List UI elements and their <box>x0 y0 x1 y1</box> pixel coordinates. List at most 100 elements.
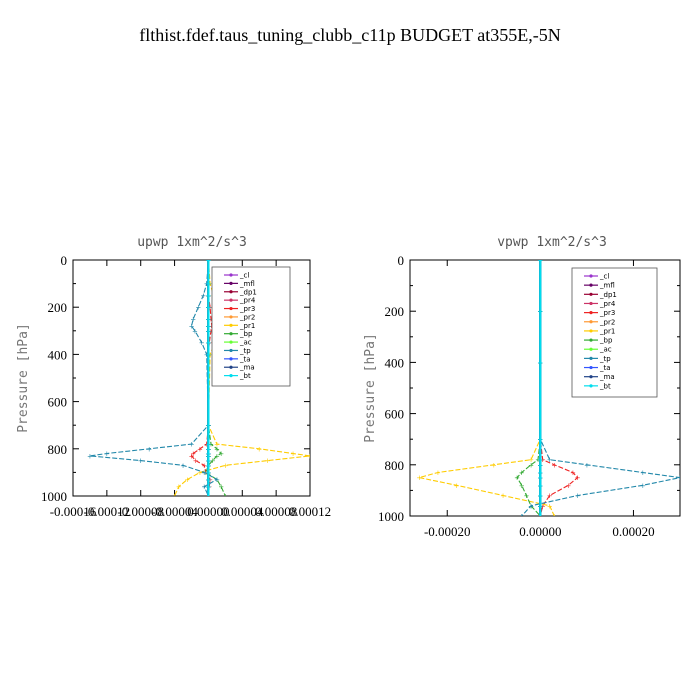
vpwp-legend-label: _bp <box>599 337 613 345</box>
vpwp-series-point-tp: + <box>677 474 683 482</box>
vpwp-legend-label: _ma <box>599 373 615 381</box>
upwp-series-point-tp: + <box>189 441 195 449</box>
figure-title: flthist.fdef.taus_tuning_clubb_c11p BUDG… <box>139 25 560 45</box>
vpwp-series-point-pr1: + <box>454 482 460 490</box>
upwp-series-point-bp: + <box>218 450 224 458</box>
upwp-series-point-tp: + <box>190 316 196 324</box>
upwp-ytick-label: 400 <box>48 347 68 362</box>
vpwp-series-point-pr1: + <box>547 502 553 510</box>
vpwp-legend-label: _cl <box>599 273 609 281</box>
upwp-series-point-tp: + <box>192 327 198 335</box>
upwp-series-point-bt: + <box>205 452 211 460</box>
upwp-ytick-label: 0 <box>61 253 68 268</box>
upwp-legend-label: _cl <box>239 272 249 280</box>
upwp-xtick-label: -0.00012 <box>84 504 131 519</box>
upwp-ytick-label: 600 <box>48 395 68 410</box>
upwp-legend-label: _bp <box>239 330 253 338</box>
upwp-xtick-label: 0.00000 <box>187 504 229 519</box>
upwp-series-point-tp: + <box>195 304 201 312</box>
vpwp-series-point-tp: + <box>584 461 590 469</box>
upwp-legend-marker <box>229 374 233 378</box>
vpwp-legend-label: _tp <box>599 355 611 363</box>
vpwp-series-line-pr1 <box>419 260 555 516</box>
upwp-series-point-pr1: + <box>290 450 296 458</box>
vpwp-legend-label: _mfl <box>599 282 615 290</box>
upwp-series-point-bt: + <box>205 445 211 453</box>
upwp-series-point-bp: + <box>214 452 220 460</box>
upwp-series-point-pr3: + <box>208 316 214 324</box>
upwp-series-point-tp: + <box>104 450 110 458</box>
vpwp-series-point-pr1: + <box>500 492 506 500</box>
vpwp-legend-marker <box>589 356 593 360</box>
upwp-legend-label: _ta <box>239 355 251 363</box>
vpwp-series-point-bp: + <box>523 492 529 500</box>
upwp-series-point-bt: + <box>205 304 211 312</box>
vpwp-series-point-bp: + <box>535 456 541 464</box>
upwp-series-point-bt: + <box>205 476 211 484</box>
vpwp-legend-marker <box>589 320 593 324</box>
upwp-series-point-pr1: + <box>176 483 182 491</box>
vpwp-series-point-bp: + <box>514 474 520 482</box>
vpwp-legend-marker <box>589 283 593 287</box>
vpwp-series-point-tp: + <box>528 502 534 510</box>
vpwp-xtick-label: 0.00000 <box>519 524 561 539</box>
upwp-xtick-label: 0.00004 <box>221 504 264 519</box>
upwp-legend-marker <box>229 357 233 361</box>
upwp-series-point-tp: + <box>138 457 144 465</box>
upwp-series-point-pr3: + <box>204 441 210 449</box>
vpwp-legend-marker <box>589 301 593 306</box>
upwp-series-point-pr1: + <box>214 441 220 449</box>
upwp-series-point-bt: + <box>205 450 211 458</box>
upwp-series-point-pr1: + <box>207 280 213 288</box>
upwp-series-point-pr3: + <box>208 327 214 335</box>
vpwp-series-point-tp: + <box>640 469 646 477</box>
upwp-series-point-bt: + <box>205 462 211 470</box>
vpwp-legend-label: _bt <box>599 382 611 390</box>
upwp-legend-marker <box>229 340 233 344</box>
upwp-legend-marker <box>229 290 233 294</box>
upwp-xtick-label: -0.00008 <box>117 504 164 519</box>
vpwp-legend-label: _pr3 <box>599 309 615 317</box>
vpwp-series-point-pr1: + <box>528 456 534 464</box>
upwp-xtick-label: -0.00016 <box>50 504 97 519</box>
vpwp-legend-label: _pr2 <box>599 318 615 326</box>
upwp-title: upwp 1xm^2/s^3 <box>137 235 247 250</box>
upwp-series-point-bp: + <box>208 441 214 449</box>
vpwp-series-point-pr3: + <box>540 502 546 510</box>
upwp-legend-label: _pr2 <box>239 313 255 321</box>
vpwp-series-point-bt: + <box>537 482 543 490</box>
vpwp-series-point-pr1: + <box>435 469 441 477</box>
upwp-series-point-pr1: + <box>265 457 271 465</box>
vpwp-series-point-bt: + <box>537 359 543 367</box>
upwp-legend-label: _bt <box>239 372 251 380</box>
upwp-series-point-pr1: + <box>197 469 203 477</box>
vpwp-legend-marker <box>589 292 593 296</box>
vpwp-ytick-label: 400 <box>385 355 405 370</box>
vpwp-series-point-pr3: + <box>570 469 576 477</box>
upwp-legend-marker <box>229 348 233 353</box>
upwp-series-point-tp: + <box>180 462 186 470</box>
upwp-series-point-tp: + <box>201 483 207 491</box>
upwp-series-point-bt: + <box>205 327 211 335</box>
vpwp-legend-marker <box>589 365 593 370</box>
upwp-series-point-tp: + <box>199 339 205 347</box>
upwp-series-point-bt: + <box>205 469 211 477</box>
vpwp-series-point-bt: + <box>537 456 543 464</box>
upwp-panel: upwp 1xm^2/s^3 Pressure [hPa] 0 200 400 600… <box>16 235 331 519</box>
upwp-series-point-tp: + <box>146 445 152 453</box>
vpwp-series-point-tp: + <box>640 482 646 490</box>
upwp-ytick-label: 800 <box>48 442 68 457</box>
upwp-series-point-bt: + <box>205 339 211 347</box>
upwp-xtick-label: 0.00012 <box>289 504 331 519</box>
vpwp-series-point-pr3: + <box>551 461 557 469</box>
upwp-series-point-pr3: + <box>190 450 196 458</box>
vpwp-series-point-bp: + <box>519 482 525 490</box>
upwp-series-point-tp: + <box>214 476 220 484</box>
vpwp-legend-marker <box>589 311 593 315</box>
upwp-series-point-pr1: + <box>256 445 262 453</box>
upwp-series-point-bt: + <box>205 257 211 265</box>
upwp-series-point-bp: + <box>222 493 228 501</box>
vpwp-ytick-label: 1000 <box>378 509 404 524</box>
upwp-series-point-bt: + <box>205 292 211 300</box>
vpwp-series-point-bp: + <box>528 461 534 469</box>
